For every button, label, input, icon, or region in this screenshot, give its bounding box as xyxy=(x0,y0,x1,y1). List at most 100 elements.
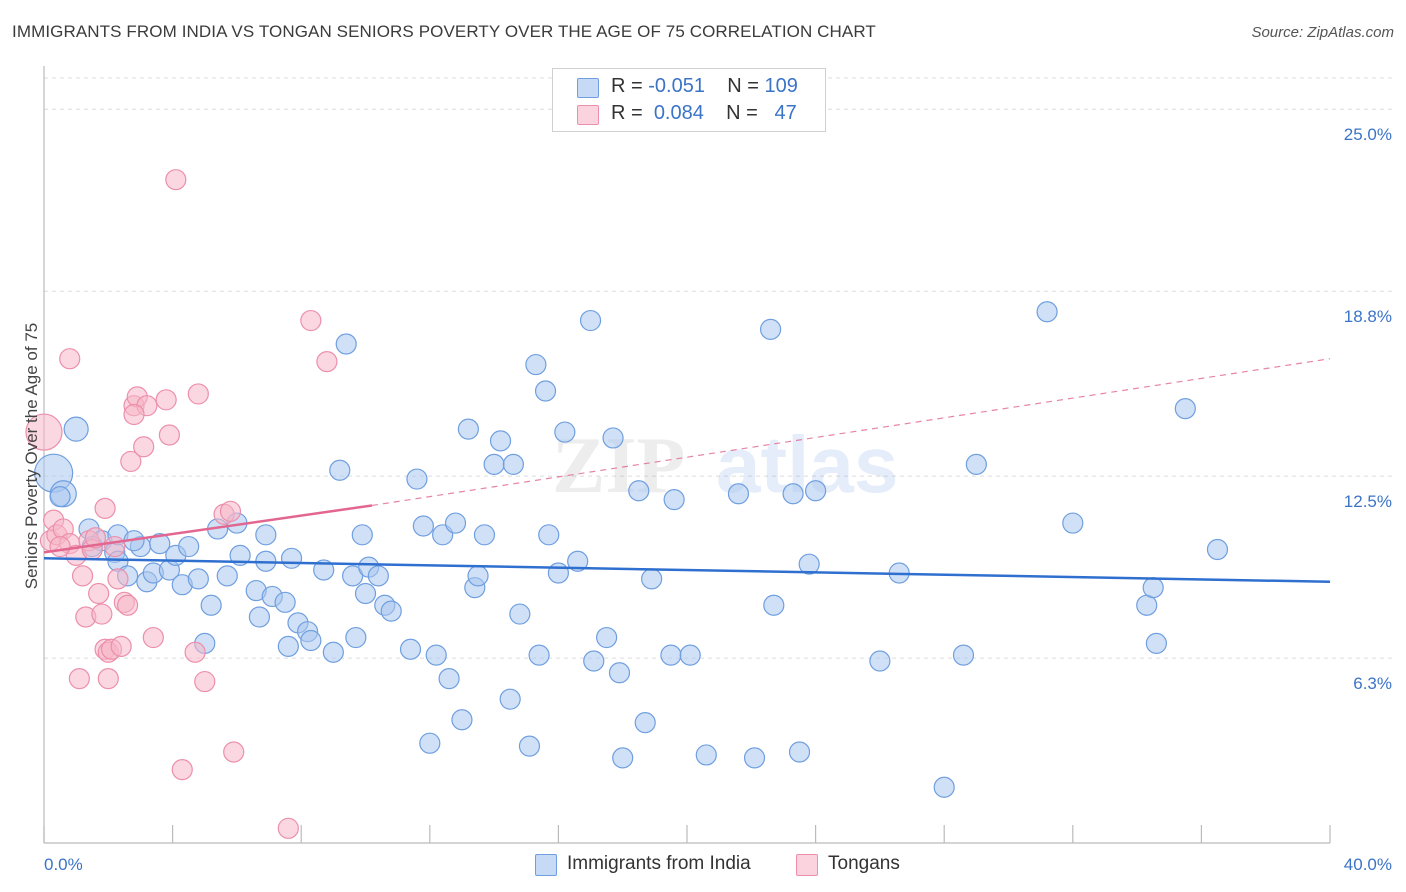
legend-n-label: N = xyxy=(726,102,758,124)
point-india xyxy=(425,644,447,666)
point-india xyxy=(49,486,71,508)
point-india xyxy=(277,635,299,657)
point-tongans xyxy=(107,568,129,590)
legend-n-value: 109 xyxy=(764,75,798,97)
point-india xyxy=(419,732,441,754)
point-india xyxy=(788,741,811,763)
point-india xyxy=(216,565,238,587)
point-india xyxy=(782,483,804,505)
point-india xyxy=(538,524,560,546)
point-india xyxy=(663,488,685,511)
point-india xyxy=(399,638,422,660)
point-tongans xyxy=(187,383,209,405)
point-india xyxy=(499,688,521,710)
point-india xyxy=(933,776,955,798)
point-india xyxy=(602,427,624,449)
point-india xyxy=(380,600,402,622)
point-india xyxy=(451,709,473,731)
point-india xyxy=(612,747,634,769)
point-tongans xyxy=(88,582,110,605)
series-label-tongans: Tongans xyxy=(828,853,900,874)
point-india xyxy=(200,594,222,616)
point-india xyxy=(313,559,335,581)
point-tongans xyxy=(165,169,187,191)
point-india xyxy=(457,418,479,440)
legend-n-label: N = xyxy=(727,75,759,97)
legend-swatch-tongans xyxy=(577,105,599,125)
point-india xyxy=(444,512,467,534)
point-india xyxy=(367,565,389,587)
y-tick-label: 25.0% xyxy=(1344,125,1392,144)
trend-extension-tongans xyxy=(371,358,1331,507)
point-india xyxy=(149,533,171,555)
point-tongans xyxy=(59,348,81,370)
chart-title: IMMIGRANTS FROM INDIA VS TONGAN SENIORS … xyxy=(12,22,876,41)
point-tongans xyxy=(219,500,242,522)
correlation-legend: R = -0.051 N = 109 R = 0.084 N = 47 xyxy=(552,68,826,132)
point-tongans xyxy=(120,450,142,473)
x-tick-label: 40.0% xyxy=(1344,855,1392,874)
point-india xyxy=(869,650,891,672)
point-india xyxy=(583,650,605,672)
legend-n-value: 47 xyxy=(774,102,797,124)
point-india xyxy=(1062,512,1084,534)
legend-swatch-india xyxy=(577,78,599,98)
point-india xyxy=(1206,538,1229,561)
point-india xyxy=(1036,301,1058,323)
point-tongans xyxy=(133,436,155,458)
point-india xyxy=(518,735,541,757)
point-india xyxy=(322,641,344,663)
point-tongans xyxy=(49,535,71,558)
y-tick-label: 18.8% xyxy=(1344,307,1392,326)
x-tick-label: 0.0% xyxy=(44,855,83,874)
point-india xyxy=(509,603,531,625)
point-india xyxy=(178,535,200,558)
trend-line-india xyxy=(43,557,1331,584)
point-tongans xyxy=(277,817,299,839)
y-tick-label: 6.3% xyxy=(1353,674,1392,693)
point-tongans xyxy=(25,413,63,451)
point-india xyxy=(255,524,277,546)
point-tongans xyxy=(71,565,94,587)
series-swatch-india xyxy=(535,854,557,876)
point-india xyxy=(1145,632,1167,655)
point-tongans xyxy=(68,668,90,690)
point-india xyxy=(187,568,209,590)
point-india xyxy=(952,644,975,666)
legend-r-label: R = xyxy=(611,75,643,97)
axis-labels: 6.3% 12.5% 18.8% 25.0% 0.0% 40.0% Seniors Pove… xyxy=(22,125,1392,874)
point-india xyxy=(965,453,987,475)
point-india xyxy=(525,353,547,376)
point-india xyxy=(596,626,618,649)
point-india xyxy=(727,483,750,505)
point-india xyxy=(528,644,550,666)
point-india xyxy=(579,309,602,332)
chart-source: Source: ZipAtlas.com xyxy=(1251,24,1394,41)
point-india xyxy=(743,747,766,769)
point-india xyxy=(467,565,489,587)
point-india xyxy=(534,380,557,402)
point-india xyxy=(300,629,322,652)
point-india xyxy=(641,568,663,590)
series-label-india: Immigrants from India xyxy=(567,853,751,874)
point-india xyxy=(804,480,827,502)
point-tongans xyxy=(316,351,338,373)
point-india xyxy=(483,453,505,475)
point-india xyxy=(1174,398,1196,420)
point-india xyxy=(634,712,656,734)
legend-r-value: 0.084 xyxy=(653,102,704,124)
point-tongans xyxy=(110,635,132,657)
trend-line-tongans xyxy=(43,504,373,554)
point-india xyxy=(763,594,785,616)
point-india xyxy=(554,421,576,443)
point-india xyxy=(342,565,364,587)
point-india xyxy=(335,333,357,355)
point-india xyxy=(248,606,271,628)
point-india xyxy=(329,459,351,481)
point-tongans xyxy=(84,527,107,549)
y-tick-label: 12.5% xyxy=(1344,492,1392,511)
point-india xyxy=(1136,594,1158,616)
data-points xyxy=(25,169,1229,839)
point-india xyxy=(1142,577,1164,599)
point-india xyxy=(345,626,367,649)
